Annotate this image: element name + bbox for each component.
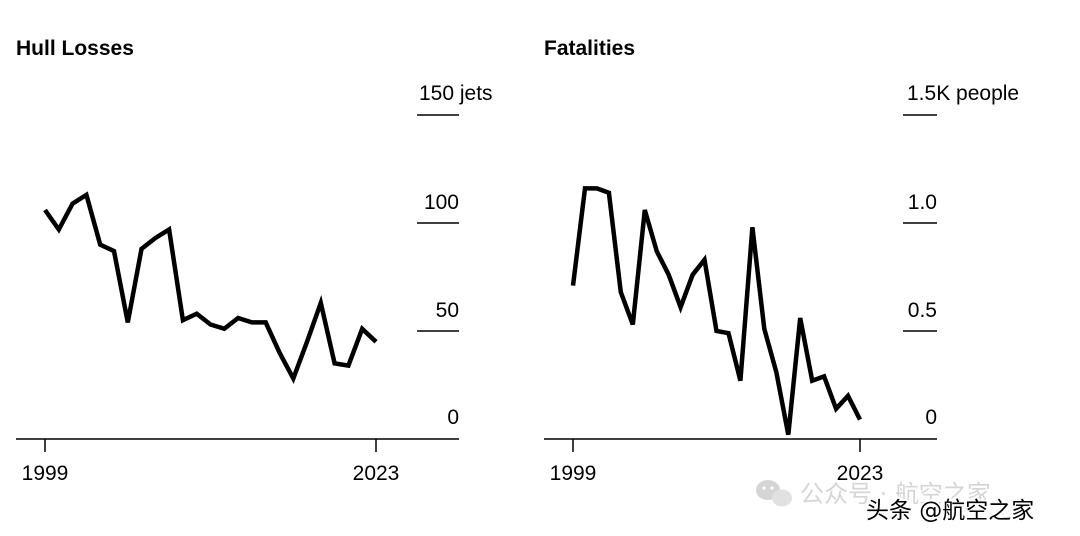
x-axis: 1999 2023 xyxy=(544,438,937,485)
chart-fatalities: Fatalities 1.5K people 1.0 0.5 0 1999 20… xyxy=(544,37,1019,485)
toutiao-watermark-text: 头条 @航空之家 xyxy=(866,498,1034,524)
y-tick-label: 1.0 xyxy=(908,191,937,214)
wechat-watermark-text: 公众号 · 航空之家 xyxy=(800,480,991,508)
y-axis: 150 jets 100 50 0 xyxy=(417,82,493,429)
y-tick-label: 50 xyxy=(436,299,459,322)
y-tick-label: 0.5 xyxy=(908,299,937,322)
series-line-hull-losses xyxy=(43,191,378,384)
x-axis: 1999 2023 xyxy=(16,438,459,485)
chart-title: Hull Losses xyxy=(16,37,134,60)
x-tick-label: 1999 xyxy=(22,462,69,485)
chart-title: Fatalities xyxy=(544,37,635,60)
y-tick-label: 1.5K people xyxy=(907,82,1019,105)
x-tick-label: 2023 xyxy=(353,462,400,485)
y-tick-label: 0 xyxy=(447,406,459,429)
y-tick-label: 0 xyxy=(925,406,937,429)
x-tick-label: 2023 xyxy=(837,462,884,485)
y-axis: 1.5K people 1.0 0.5 0 xyxy=(903,82,1019,429)
chart-hull-losses: Hull Losses 150 jets 100 50 0 1999 2023 xyxy=(16,37,493,485)
wechat-icon xyxy=(756,480,792,507)
y-tick-label: 100 xyxy=(424,191,459,214)
series-line-fatalities xyxy=(570,186,863,436)
wechat-watermark: 公众号 · 航空之家 xyxy=(756,480,991,508)
toutiao-watermark: 头条 @航空之家 xyxy=(864,496,1036,526)
x-tick-label: 1999 xyxy=(550,462,597,485)
y-tick-label: 150 jets xyxy=(419,82,493,105)
